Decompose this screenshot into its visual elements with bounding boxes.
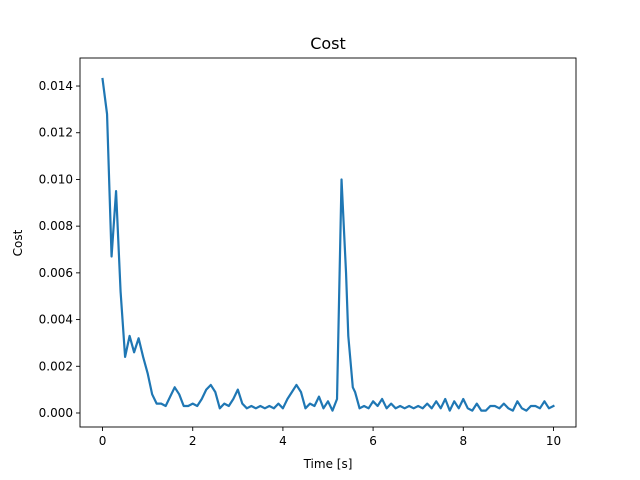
y-tick-label: 0.006 [39, 266, 73, 280]
series-line-0 [101, 77, 555, 412]
x-axis-label: Time [s] [303, 457, 353, 471]
y-tick-label: 0.008 [39, 219, 73, 233]
plot-area: 0 2 4 6 8 10 0.000 0.002 0.004 0.006 0.008 0.010 0.0… [39, 57, 577, 448]
y-axis-label: Cost [11, 229, 25, 256]
chart-title: Cost [310, 34, 346, 53]
y-tick-label: 0.012 [39, 126, 73, 140]
x-tick-label: 4 [279, 434, 287, 448]
y-tick-label: 0.014 [39, 79, 73, 93]
x-tick-label: 6 [369, 434, 377, 448]
plot-frame [79, 57, 577, 428]
y-tick-label: 0.010 [39, 172, 73, 186]
x-tick-label: 0 [99, 434, 107, 448]
x-tick-label: 8 [459, 434, 467, 448]
y-tick-label: 0.002 [39, 359, 73, 373]
x-tick-label: 10 [546, 434, 561, 448]
y-tick-label: 0.000 [39, 406, 73, 420]
x-tick-label: 2 [189, 434, 197, 448]
y-tick-label: 0.004 [39, 313, 73, 327]
